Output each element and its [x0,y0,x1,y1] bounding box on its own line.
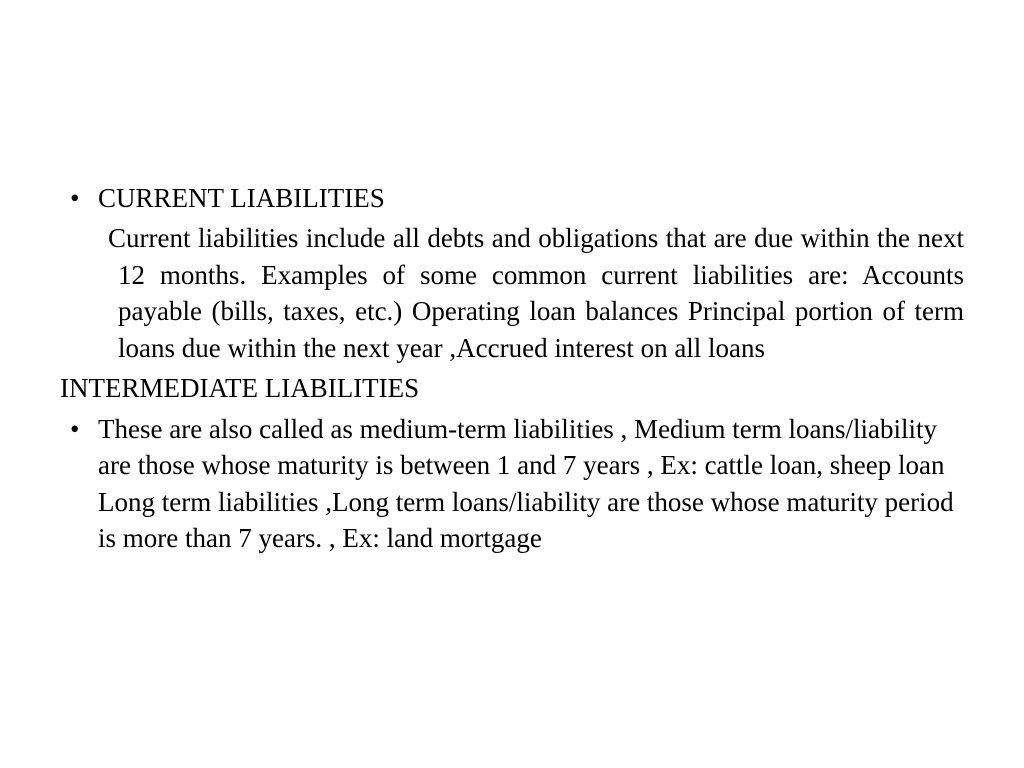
bullet-title-1: CURRENT LIABILITIES [98,180,964,216]
bullet-item-1: • CURRENT LIABILITIES [60,180,964,216]
slide-content: • CURRENT LIABILITIES Current liabilitie… [60,180,964,556]
paragraph-1: Current liabilities include all debts an… [60,220,964,366]
bullet-item-2: • These are also called as medium-term l… [60,411,964,557]
bullet-body-2: These are also called as medium-term lia… [98,411,964,557]
bullet-marker: • [60,411,98,557]
bullet-marker: • [60,180,98,216]
heading-2: INTERMEDIATE LIABILITIES [60,370,964,406]
